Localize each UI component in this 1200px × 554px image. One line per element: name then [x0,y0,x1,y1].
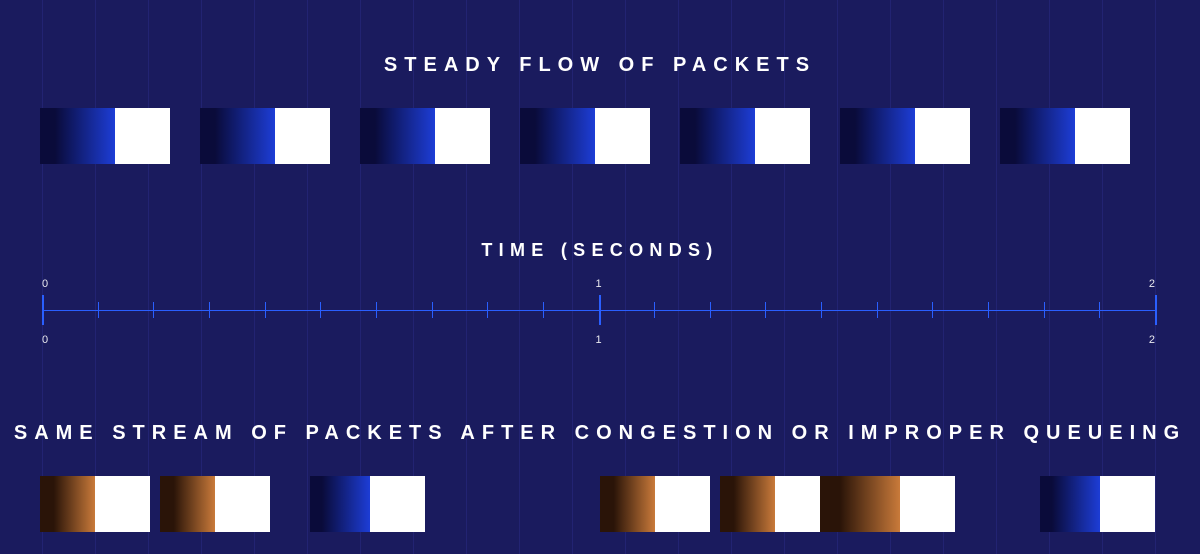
minor-tick [153,302,154,318]
time-axis: 0 1 2 0 1 2 [42,270,1155,350]
packet-row-jitter [0,476,1200,532]
packet-trail [1040,476,1100,532]
minor-tick [988,302,989,318]
tick-label: 2 [1149,334,1155,346]
packet [680,108,810,164]
packet-trail [520,108,595,164]
packet [40,476,150,532]
packet-trail [720,476,775,532]
packet-body [95,476,150,532]
tick-label: 2 [1149,278,1155,290]
packet [600,476,710,532]
diagram-canvas: STEADY FLOW OF PACKETS TIME (SECONDS) 0 1… [0,0,1200,554]
packet-body [435,108,490,164]
packet-trail [1000,108,1075,164]
packet [160,476,270,532]
packet [200,108,330,164]
packet [840,108,970,164]
packet-body [900,476,955,532]
minor-tick [320,302,321,318]
minor-tick [932,302,933,318]
packet-trail [360,108,435,164]
tick-label: 0 [42,278,48,290]
packet-trail [200,108,275,164]
packet-body [115,108,170,164]
minor-tick [1099,302,1100,318]
packet-trail [160,476,215,532]
packet-row-steady [0,108,1200,164]
packet-trail [840,108,915,164]
packet-body [275,108,330,164]
packet-trail [680,108,755,164]
packet-body [655,476,710,532]
minor-tick [821,302,822,318]
packet-body [370,476,425,532]
axis-title: TIME (SECONDS) [0,240,1200,261]
grid-line [1155,0,1156,554]
packet-body [1100,476,1155,532]
packet-body [215,476,270,532]
minor-tick [877,302,878,318]
minor-tick [376,302,377,318]
packet-trail [40,108,115,164]
packet [310,476,425,532]
title-jitter: SAME STREAM OF PACKETS AFTER CONGESTION … [0,422,1200,445]
packet-body [1075,108,1130,164]
packet-body [755,108,810,164]
packet [360,108,490,164]
packet-trail [310,476,370,532]
packet-trail [40,476,95,532]
packet [1000,108,1130,164]
packet [40,108,170,164]
minor-tick [710,302,711,318]
minor-tick [209,302,210,318]
major-tick [599,295,601,325]
tick-label: 1 [595,334,601,346]
major-tick [42,295,44,325]
packet-trail [600,476,655,532]
minor-tick [1044,302,1045,318]
minor-tick [487,302,488,318]
packet-trail [820,476,900,532]
minor-tick [98,302,99,318]
minor-tick [265,302,266,318]
minor-tick [765,302,766,318]
tick-label: 1 [595,278,601,290]
minor-tick [543,302,544,318]
tick-label: 0 [42,334,48,346]
packet [720,476,830,532]
packet-body [915,108,970,164]
minor-tick [432,302,433,318]
packet [1040,476,1155,532]
packet [520,108,650,164]
major-tick [1155,295,1157,325]
title-steady: STEADY FLOW OF PACKETS [0,54,1200,77]
minor-tick [654,302,655,318]
packet [820,476,955,532]
packet-body [595,108,650,164]
